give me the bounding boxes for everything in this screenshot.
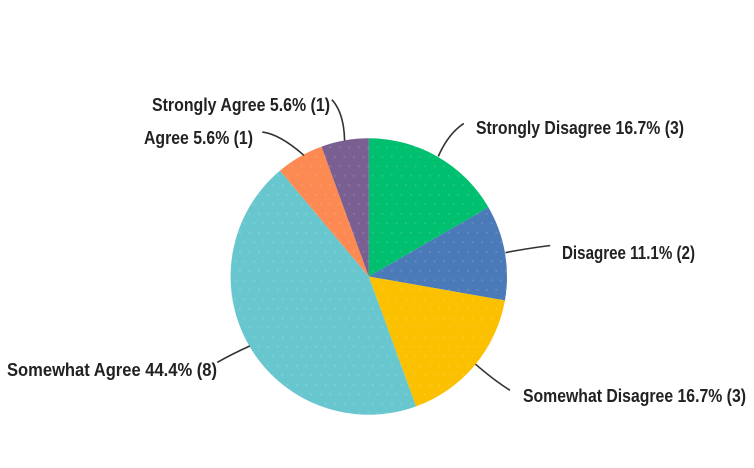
svg-text:Disagree 11.1% (2): Disagree 11.1% (2) — [562, 243, 695, 263]
svg-text:Somewhat Disagree 16.7% (3): Somewhat Disagree 16.7% (3) — [523, 386, 746, 406]
svg-text:Somewhat Agree 44.4% (8): Somewhat Agree 44.4% (8) — [7, 360, 217, 380]
svg-text:Strongly Agree 5.6% (1): Strongly Agree 5.6% (1) — [152, 95, 330, 115]
svg-text:Strongly Disagree 16.7% (3): Strongly Disagree 16.7% (3) — [476, 118, 684, 138]
svg-text:Agree 5.6% (1): Agree 5.6% (1) — [144, 128, 253, 148]
